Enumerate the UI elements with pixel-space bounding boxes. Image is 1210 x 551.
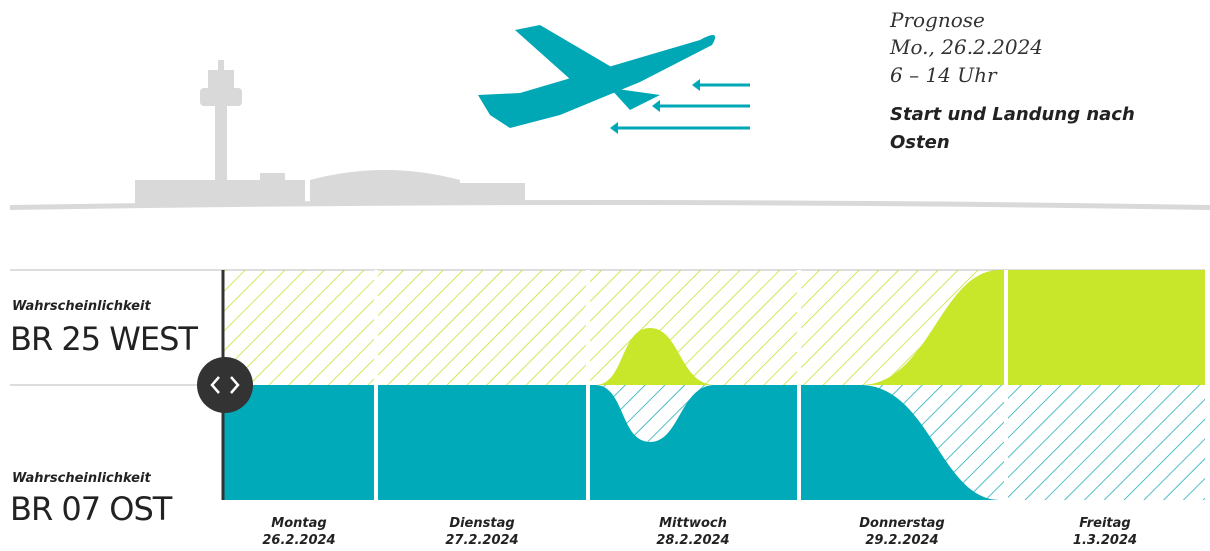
day-date: 27.2.2024 bbox=[445, 533, 518, 548]
day-name: Donnerstag bbox=[859, 516, 945, 531]
probability-chart bbox=[10, 269, 1205, 500]
plane-icon bbox=[478, 25, 750, 134]
forecast-date: Mo., 26.2.2024 bbox=[889, 35, 1043, 59]
day-date: 29.2.2024 bbox=[865, 533, 938, 548]
forecast-title: Prognose bbox=[889, 8, 985, 32]
airport-silhouette bbox=[10, 60, 1210, 210]
day-date: 26.2.2024 bbox=[262, 533, 335, 548]
day-name: Dienstag bbox=[449, 516, 514, 531]
runway-caption: Wahrscheinlichkeit bbox=[12, 299, 151, 314]
runway-caption: Wahrscheinlichkeit bbox=[12, 471, 151, 486]
forecast-time: 6 – 14 Uhr bbox=[890, 63, 998, 87]
runway-name: BR 25 WEST bbox=[10, 320, 198, 358]
runway-name: BR 07 OST bbox=[10, 490, 173, 528]
day-name: Montag bbox=[271, 516, 326, 531]
direction: Start und Landung nach bbox=[890, 104, 1135, 125]
day-name: Mittwoch bbox=[659, 516, 727, 531]
day-date: 28.2.2024 bbox=[656, 533, 729, 548]
day-labels: Montag 26.2.2024 Dienstag 27.2.2024 Mittwoch… bbox=[262, 516, 1137, 548]
day-name: Freitag bbox=[1079, 516, 1130, 531]
direction: Osten bbox=[890, 132, 950, 153]
day-date: 1.3.2024 bbox=[1073, 533, 1137, 548]
